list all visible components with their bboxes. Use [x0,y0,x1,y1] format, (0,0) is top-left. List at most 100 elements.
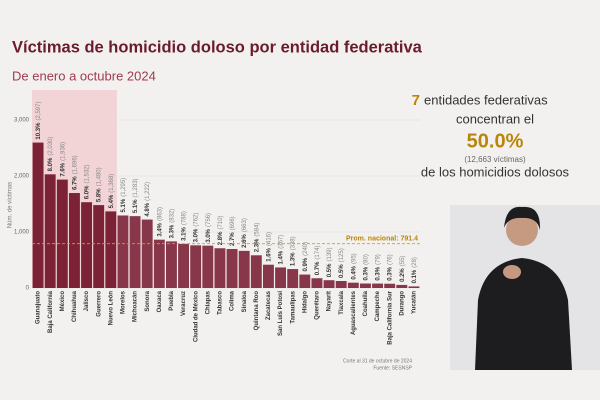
data-label: 8.0%(2,030) [48,137,54,172]
value-label: (1,532) [84,165,90,184]
x-tick-label: Veracruz [181,291,187,316]
percent-label: 2.8% [218,231,224,245]
x-tick-label: Oaxaca [157,290,163,312]
y-tick-label: 3,000 [14,118,30,124]
x-tick-label: Chiapas [205,290,211,314]
bar [105,211,117,288]
x-tick-label: Puebla [169,290,175,310]
bar [262,264,274,288]
x-tick-label: Jalisco [84,291,90,312]
reference-label: Prom. nacional: 791.4 [346,236,418,243]
bar [32,142,44,288]
x-tick-label: Tamaulipas [290,290,296,323]
data-label: 2.7% (696) [230,216,236,246]
bar [299,274,311,288]
x-tick-label: Colima [230,290,236,311]
percent-label: 3.0% [193,228,199,242]
data-label: 0.3%(79) [375,254,381,280]
value-label: (832) [169,209,175,223]
bar [359,283,371,288]
data-label: 6.0%(1,532) [84,165,90,200]
person-face [506,214,538,246]
bar [44,174,56,288]
value-label: (1,222) [145,182,151,201]
x-tick-label: Morelos [121,290,127,314]
value-label: (367) [278,235,284,249]
percent-label: 2.3% [254,238,260,252]
summary-text: concentran el [456,111,534,126]
x-tick-label: San Luis Potosí [278,291,284,336]
bar [153,239,165,288]
value-label: (1,283) [133,178,139,197]
x-tick-label: Zacatecas [266,290,272,320]
data-label: 3.0%(756) [205,213,211,243]
data-label: 0.7%(174) [315,246,321,276]
interpreter-video [450,205,600,370]
data-label: 1.3%(338) [290,236,296,266]
data-label: 4.8%(1,222) [145,182,151,217]
summary-text: de los homicidios dolosos [421,164,570,179]
bar [129,216,141,288]
data-label: 0.2%(55) [399,256,405,282]
data-label: 0.1%(28) [412,257,418,283]
percent-label: 6.0% [84,185,90,199]
x-tick-label: Sinaloa [242,290,248,312]
percent-label: 0.2% [399,268,405,282]
percent-label: 0.9% [302,257,308,271]
value-label: (863) [157,207,163,221]
percent-label: 3.4% [157,222,163,236]
data-label: 5.8% (1,480) [96,167,102,202]
value-label: (663) [242,218,248,232]
value-label: (1,368) [108,174,114,193]
value-label: (125) [339,248,345,262]
x-tick-label: Campeche [375,290,381,321]
percent-label: 5.4% [108,194,114,208]
bar [190,245,202,288]
bar [347,282,359,288]
percent-label: 0.3% [375,266,381,280]
x-tick-label: Nayarit [327,291,333,311]
percent-label: 0.4% [351,265,357,279]
bar [93,205,105,288]
percent-label: 0.3% [363,266,369,280]
data-label: 10.3%(2,597) [36,102,42,140]
bar [202,245,214,288]
data-label: 5.1% (1,283) [133,178,139,213]
value-label: (756) [205,213,211,227]
percent-label: 1.4% [278,250,284,264]
y-tick-label: 1,000 [14,230,30,236]
bar [372,283,384,288]
bar [396,284,408,288]
footnote: Fuente: SESNSP [373,365,412,371]
x-tick-label: Chihuahua [72,290,78,322]
x-tick-label: Querétaro [315,291,321,320]
y-tick-label: 2,000 [14,174,30,180]
percent-label: 5.1% [133,199,139,213]
summary-victims: (12,663 víctimas) [464,155,526,164]
data-label: 3.1% (788) [181,211,187,241]
value-label: (788) [181,211,187,225]
person-body [475,258,572,370]
value-label: (28) [412,257,418,268]
value-label: (1,480) [96,167,102,186]
value-label: (1,696) [72,155,78,174]
bar [335,281,347,288]
x-tick-label: Hidalgo [302,291,308,313]
x-tick-label: Tlaxcala [339,290,345,314]
percent-label: 4.8% [145,202,151,216]
value-label: (584) [254,223,260,237]
bar [141,219,153,288]
chart-subtitle: De enero a octubre 2024 [12,68,156,83]
data-label: 2.6% (663) [242,218,248,248]
data-label: 0.9%(240) [302,242,308,272]
percent-label: 5.8% [96,188,102,202]
x-tick-label: Guerrero [96,291,102,317]
x-tick-label: Baja California Sur [387,290,393,344]
percent-label: 0.5% [327,263,333,277]
x-tick-label: Ciudad de México [193,291,199,342]
percent-label: 0.7% [315,261,321,275]
percent-label: 1.6% [266,247,272,261]
y-axis-label: Núm. de víctimas [8,182,14,228]
data-label: 7.6%(1,936) [60,142,66,177]
